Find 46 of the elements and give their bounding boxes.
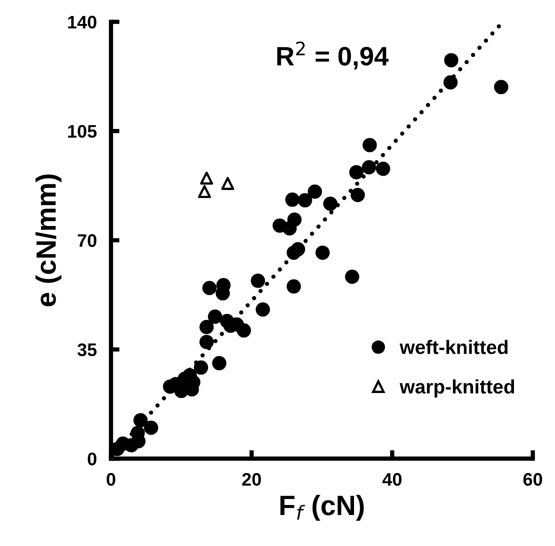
annotation: R$^{2}$ = 0,94 — [277, 42, 389, 70]
point — [133, 413, 148, 428]
point — [443, 75, 458, 90]
point — [144, 420, 158, 435]
legend-label: weft-knitted — [400, 340, 508, 354]
point — [298, 193, 312, 208]
x-tick-label: 60 — [523, 473, 542, 486]
point — [285, 192, 300, 207]
point — [444, 53, 458, 68]
y-tick-label: 0 — [88, 452, 96, 466]
x-axis-title: F$_{f}$ (cN) — [280, 494, 364, 521]
point — [199, 334, 214, 350]
x-tick-label: 40 — [382, 473, 402, 486]
point — [376, 162, 390, 176]
x-tick-label: 0 — [106, 473, 116, 486]
y-axis-title: e (cN/mm) — [36, 174, 62, 306]
point — [315, 246, 330, 260]
x-tick-label: 20 — [242, 473, 261, 486]
point — [287, 212, 302, 227]
point — [286, 279, 301, 294]
point — [202, 280, 217, 296]
point — [200, 172, 214, 185]
point — [250, 274, 266, 288]
point — [194, 360, 208, 375]
point — [362, 138, 377, 152]
y-tick-label: 35 — [77, 343, 97, 356]
point — [208, 310, 222, 324]
y-tick-label: 140 — [68, 16, 96, 29]
point — [494, 80, 508, 94]
point — [350, 188, 365, 202]
point — [198, 185, 211, 198]
point — [323, 196, 338, 211]
point — [212, 356, 226, 370]
point — [199, 320, 214, 334]
point — [349, 165, 364, 180]
legend-label: warp-knitted — [400, 379, 514, 398]
point — [221, 176, 234, 190]
point — [111, 442, 124, 456]
point — [290, 242, 306, 256]
y-tick-label: 70 — [78, 234, 96, 247]
point — [308, 184, 322, 199]
point — [236, 323, 251, 338]
point — [256, 302, 270, 317]
point — [345, 270, 360, 284]
point — [362, 160, 376, 174]
y-tick-label: 105 — [68, 124, 97, 138]
